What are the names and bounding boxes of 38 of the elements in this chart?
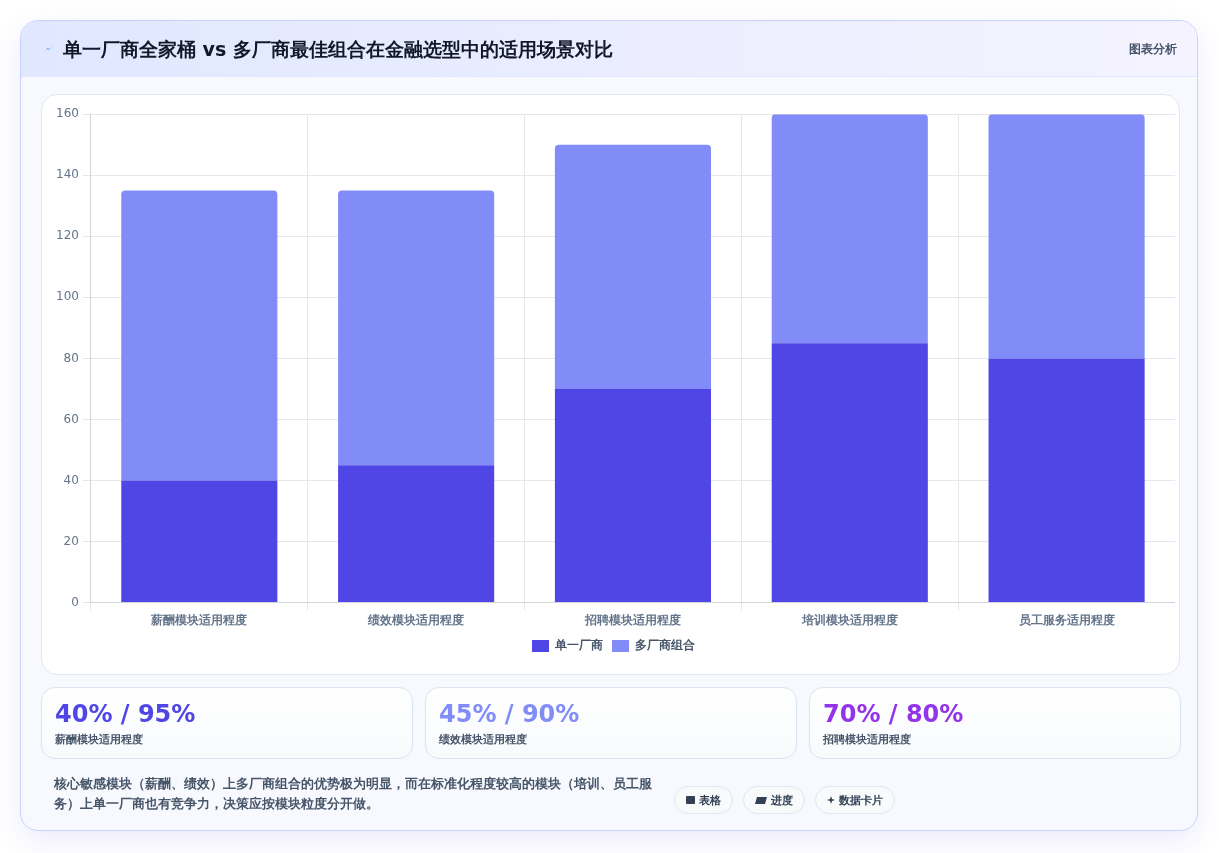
x-tick-label: 培训模块适用程度 bbox=[800, 612, 898, 627]
bar bbox=[554, 388, 712, 603]
text: 招聘模块适用程度 bbox=[823, 732, 911, 748]
text: 70% / 80% bbox=[823, 699, 964, 730]
text: 进度 bbox=[771, 792, 793, 808]
bar bbox=[554, 144, 712, 389]
text: 薪酬模块适用程度 bbox=[55, 732, 143, 748]
legend-label: 单一厂商 bbox=[554, 638, 603, 653]
text: 数据卡片 bbox=[839, 792, 883, 808]
text: 绩效模块适用程度 bbox=[439, 732, 527, 748]
x-tick-label: 招聘模块适用程度 bbox=[583, 612, 681, 627]
text: 40% / 95% bbox=[55, 699, 196, 730]
bar bbox=[338, 190, 495, 466]
y-tick-label: 20 bbox=[63, 533, 79, 548]
text: 表格 bbox=[699, 792, 721, 808]
bar bbox=[121, 190, 278, 481]
text: 图表分析 bbox=[1129, 41, 1177, 58]
y-tick-label: 80 bbox=[63, 350, 79, 365]
y-tick-label: 120 bbox=[56, 228, 79, 243]
chart-title: 单一厂商全家桶 vs 多厂商最佳组合在金融选型中的适用场景对比 bbox=[63, 37, 613, 62]
bar bbox=[771, 114, 928, 344]
bar bbox=[771, 343, 928, 603]
y-tick-label: 100 bbox=[56, 289, 79, 304]
text: 核心敏感模块（薪酬、绩效）上多厂商组合的优势极为明显，而在标准化程度较高的模块（培训、员工服务）上单一厂商也有竞争力，决策应按模块粒度分开做。 bbox=[54, 775, 653, 813]
y-tick-label: 60 bbox=[63, 411, 79, 426]
bar bbox=[988, 358, 1145, 603]
y-tick-label: 0 bbox=[71, 594, 79, 609]
x-tick-label: 员工服务适用程度 bbox=[1018, 612, 1115, 627]
y-tick-label: 40 bbox=[63, 472, 79, 487]
x-tick-label: 薪酬模块适用程度 bbox=[150, 612, 248, 627]
bar bbox=[988, 114, 1145, 359]
bar bbox=[338, 465, 495, 603]
y-tick-label: 160 bbox=[56, 106, 79, 121]
legend-label: 多厂商组合 bbox=[635, 638, 696, 653]
x-tick-label: 绩效模块适用程度 bbox=[367, 612, 465, 627]
y-tick-label: 140 bbox=[56, 167, 79, 182]
text: 45% / 90% bbox=[439, 699, 580, 730]
bar bbox=[121, 480, 278, 603]
